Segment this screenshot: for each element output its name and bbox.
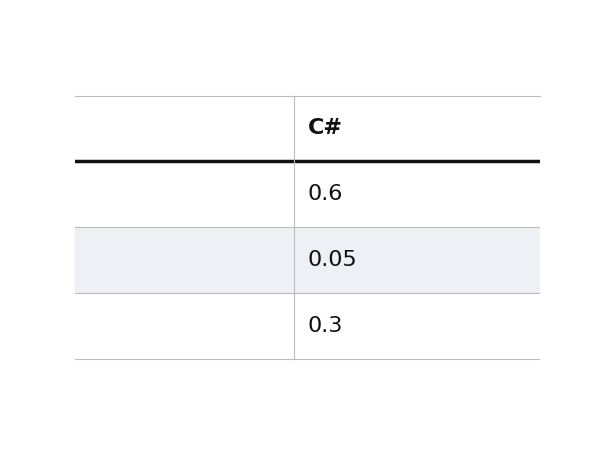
Text: 0.05: 0.05 bbox=[308, 250, 357, 270]
Text: C#: C# bbox=[308, 118, 343, 139]
Text: 0.6: 0.6 bbox=[308, 184, 343, 204]
Bar bbox=[75, 293, 540, 359]
Bar bbox=[75, 162, 540, 227]
Bar bbox=[75, 227, 540, 293]
Text: 0.3: 0.3 bbox=[308, 316, 343, 336]
Bar bbox=[75, 95, 540, 162]
